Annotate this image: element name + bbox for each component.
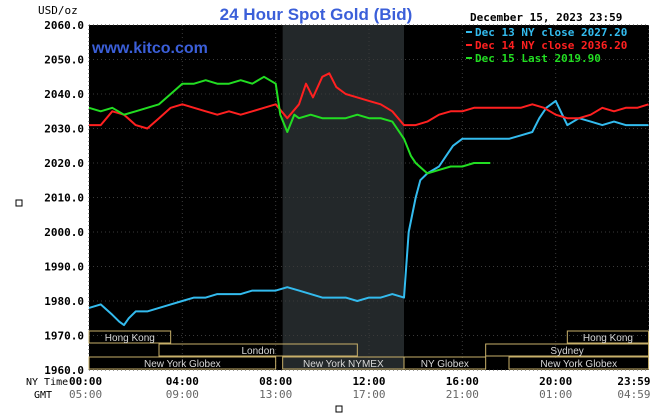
series-line xyxy=(88,75,491,175)
y-tick-label: 1960.0 xyxy=(44,364,84,377)
gmt-label: GMT xyxy=(34,390,52,401)
x-tick-gmt: 05:00 xyxy=(69,388,102,401)
x-tick-ny: 16:00 xyxy=(446,375,479,388)
resize-handle-bottom[interactable] xyxy=(335,405,343,413)
y-tick-label: 1970.0 xyxy=(44,330,84,343)
session-label: Hong Kong xyxy=(583,333,633,344)
series-line xyxy=(89,72,649,130)
legend-label: Dec 15 Last 2019.90 xyxy=(475,52,601,65)
market-session-bars: Hong Kong Hong Kong London Sydney New York G… xyxy=(88,330,650,370)
x-tick-ny: 20:00 xyxy=(539,375,572,388)
legend-label: Dec 13 NY close 2027.20 xyxy=(475,26,627,39)
y-tick-label: 2020.0 xyxy=(44,157,84,170)
nymex-session-highlight xyxy=(282,25,404,370)
timestamp: December 15, 2023 23:59 xyxy=(470,11,622,24)
x-tick-gmt: 21:00 xyxy=(446,388,479,401)
series-line xyxy=(88,99,649,327)
y-tick-label: 2000.0 xyxy=(44,226,84,239)
resize-handle-left[interactable] xyxy=(15,199,23,207)
session-label: London xyxy=(241,346,274,357)
session-bar xyxy=(508,356,650,370)
y-tick-label: 2030.0 xyxy=(44,123,84,136)
grid-lines xyxy=(88,24,650,371)
y-axis-ticks: 2060.0 2050.0 2040.0 2030.0 2020.0 2010.0 2000… xyxy=(44,19,84,377)
y-tick-label: 2060.0 xyxy=(44,19,84,32)
y-tick-label: 2010.0 xyxy=(44,192,84,205)
x-tick-ny: 04:00 xyxy=(166,375,199,388)
watermark: www.kitco.com xyxy=(91,40,208,57)
x-tick-ny: 12:00 xyxy=(352,375,385,388)
session-label: New York Globex xyxy=(540,359,617,370)
session-label: Sydney xyxy=(550,346,583,357)
session-label: New York Globex xyxy=(144,359,221,370)
y-axis-unit: USD/oz xyxy=(38,4,78,17)
x-tick-ny: 00:00 xyxy=(69,375,102,388)
session-label: New York NYMEX xyxy=(303,359,384,370)
legend-label: Dec 14 NY close 2036.20 xyxy=(475,39,627,52)
chart-title: 24 Hour Spot Gold (Bid) xyxy=(220,5,413,24)
x-tick-gmt: 01:00 xyxy=(539,388,572,401)
x-tick-ny: 23:59 xyxy=(617,375,650,388)
session-bar xyxy=(88,356,277,370)
y-tick-label: 1990.0 xyxy=(44,261,84,274)
x-tick-ny: 08:00 xyxy=(259,375,292,388)
session-bar xyxy=(485,343,650,357)
ny-time-label: NY Time xyxy=(26,377,68,388)
session-bar xyxy=(403,356,487,370)
y-tick-label: 1980.0 xyxy=(44,295,84,308)
x-tick-gmt: 09:00 xyxy=(166,388,199,401)
x-tick-gmt: 13:00 xyxy=(259,388,292,401)
session-label: Hong Kong xyxy=(105,333,155,344)
y-tick-label: 2050.0 xyxy=(44,54,84,67)
series-lines xyxy=(88,72,649,327)
session-bar xyxy=(88,330,172,344)
y-tick-label: 2040.0 xyxy=(44,88,84,101)
session-bar xyxy=(566,330,650,344)
session-bar xyxy=(158,343,358,357)
x-tick-gmt: 17:00 xyxy=(352,388,385,401)
session-label: NY Globex xyxy=(421,359,469,370)
x-tick-gmt: 04:59 xyxy=(617,388,650,401)
